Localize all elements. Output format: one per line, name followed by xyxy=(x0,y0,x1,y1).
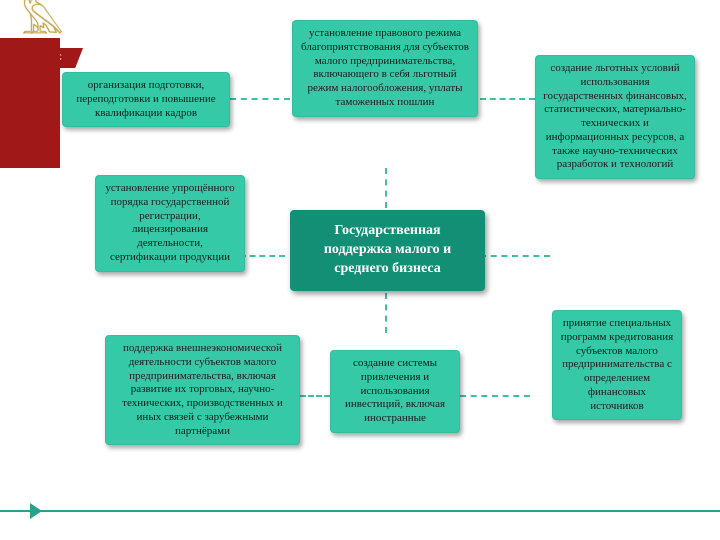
connector xyxy=(385,293,387,333)
box-text: установление правового режима благоприят… xyxy=(301,27,469,108)
connector xyxy=(300,395,330,397)
box-text: установление упрощённого порядка государ… xyxy=(105,182,234,263)
box-foreign-econ: поддержка внешнеэкономической деятельнос… xyxy=(105,335,300,445)
box-credit-programs: принятие специальных программ кредитован… xyxy=(552,310,682,420)
box-legal-regime: установление правового режима благоприят… xyxy=(292,20,478,117)
box-text: поддержка внешнеэкономической деятельнос… xyxy=(122,342,283,437)
box-text: создание системы привлечения и использов… xyxy=(345,357,445,424)
connector xyxy=(460,395,530,397)
connector xyxy=(230,98,290,100)
box-resources: создание льготных условий использования … xyxy=(535,55,695,179)
box-text: организация подготовки, переподготовки и… xyxy=(76,79,215,119)
box-text: создание льготных условий использования … xyxy=(543,62,687,170)
connector xyxy=(385,168,387,208)
box-training: организация подготовки, переподготовки и… xyxy=(62,72,230,127)
connector xyxy=(480,98,535,100)
box-text: принятие специальных программ кредитован… xyxy=(561,317,673,412)
center-title: Государственная поддержка малого и средн… xyxy=(290,210,485,291)
center-title-text: Государственная поддержка малого и средн… xyxy=(324,223,451,276)
red-accent-block xyxy=(0,38,60,168)
play-icon xyxy=(30,503,42,519)
box-investments: создание системы привлечения и использов… xyxy=(330,350,460,433)
box-registration: установление упрощённого порядка государ… xyxy=(95,175,245,272)
footer-line xyxy=(0,510,720,512)
eagle-icon: 𓅓 xyxy=(15,2,70,40)
connector xyxy=(480,255,550,257)
